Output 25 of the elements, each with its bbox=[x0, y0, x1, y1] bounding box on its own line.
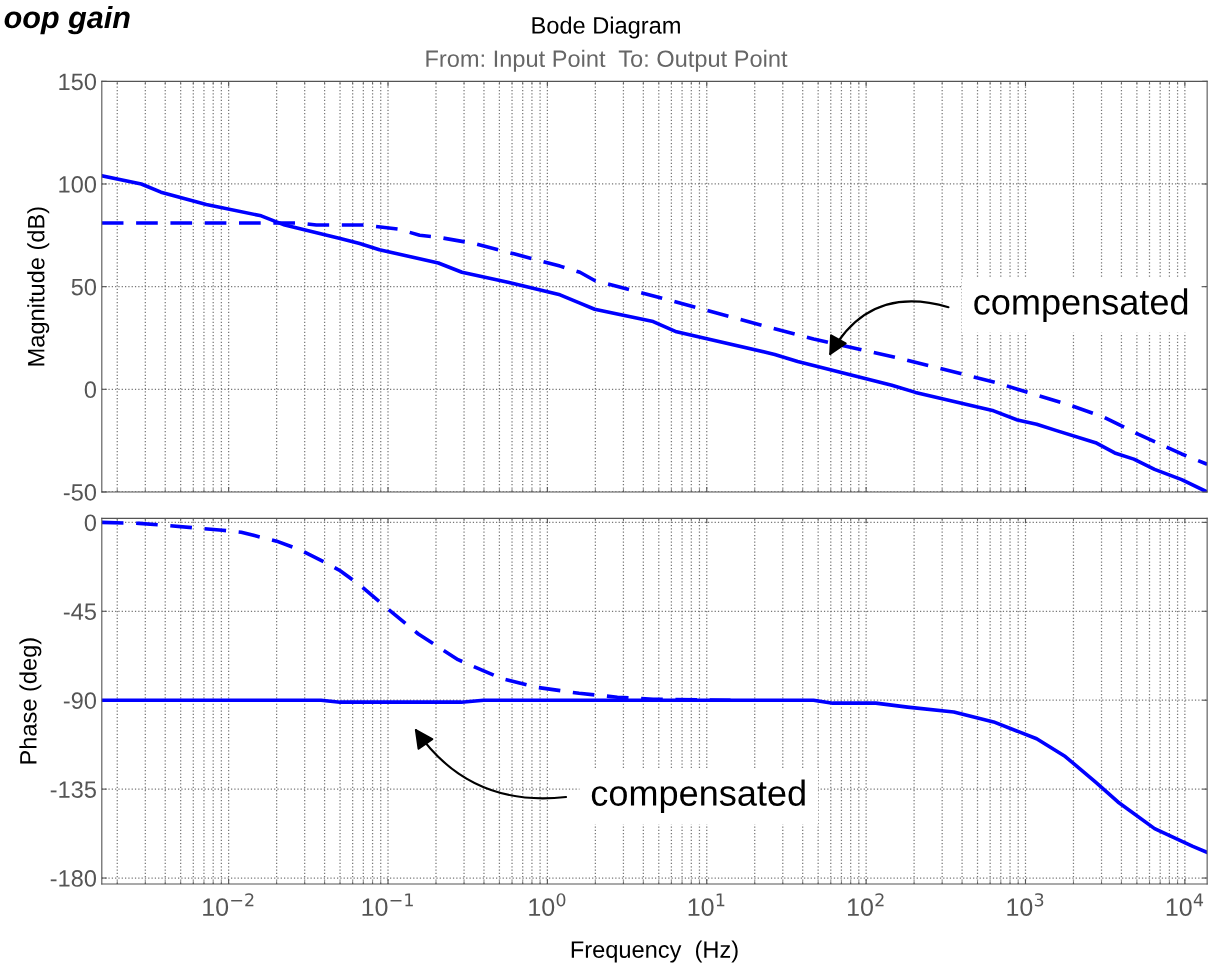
x-tick-label: 10$^{1}$ bbox=[688, 893, 725, 917]
x-tick-label: 10$^{4}$ bbox=[1166, 893, 1204, 917]
text: oop gain bbox=[4, 5, 130, 35]
x-axis-title: Frequency (Hz) bbox=[571, 940, 738, 963]
y-tick-label: 150 bbox=[59, 73, 97, 91]
y-axis-title: Magnitude (dB) bbox=[27, 207, 50, 366]
annotation: compensated bbox=[974, 288, 1188, 322]
y-tick-label: -135 bbox=[50, 781, 96, 798]
y-tick-label: 100 bbox=[59, 176, 97, 193]
y-tick-label: -45 bbox=[63, 603, 96, 621]
y-tick-label: -90 bbox=[63, 692, 97, 709]
x-tick-label: 10$^{−1}$ bbox=[362, 893, 413, 917]
y-tick-label: -50 bbox=[63, 484, 97, 501]
chart-title: Bode Diagram bbox=[532, 16, 680, 39]
x-tick-label: 10$^{−2}$ bbox=[203, 893, 254, 917]
y-axis-title: Phase (deg) bbox=[19, 638, 42, 764]
y-tick-label: 0 bbox=[84, 514, 97, 532]
x-tick-label: 10$^{2}$ bbox=[848, 893, 884, 917]
y-tick-label: 0 bbox=[84, 381, 97, 399]
y-tick-label: 50 bbox=[71, 278, 97, 296]
x-tick-label: 10$^{0}$ bbox=[529, 893, 566, 917]
chart-subtitle: From: Input Point To: Output Point bbox=[426, 49, 788, 72]
annotation: compensated bbox=[591, 779, 805, 814]
x-tick-label: 10$^{3}$ bbox=[1007, 893, 1044, 917]
y-tick-label: -180 bbox=[50, 870, 97, 887]
